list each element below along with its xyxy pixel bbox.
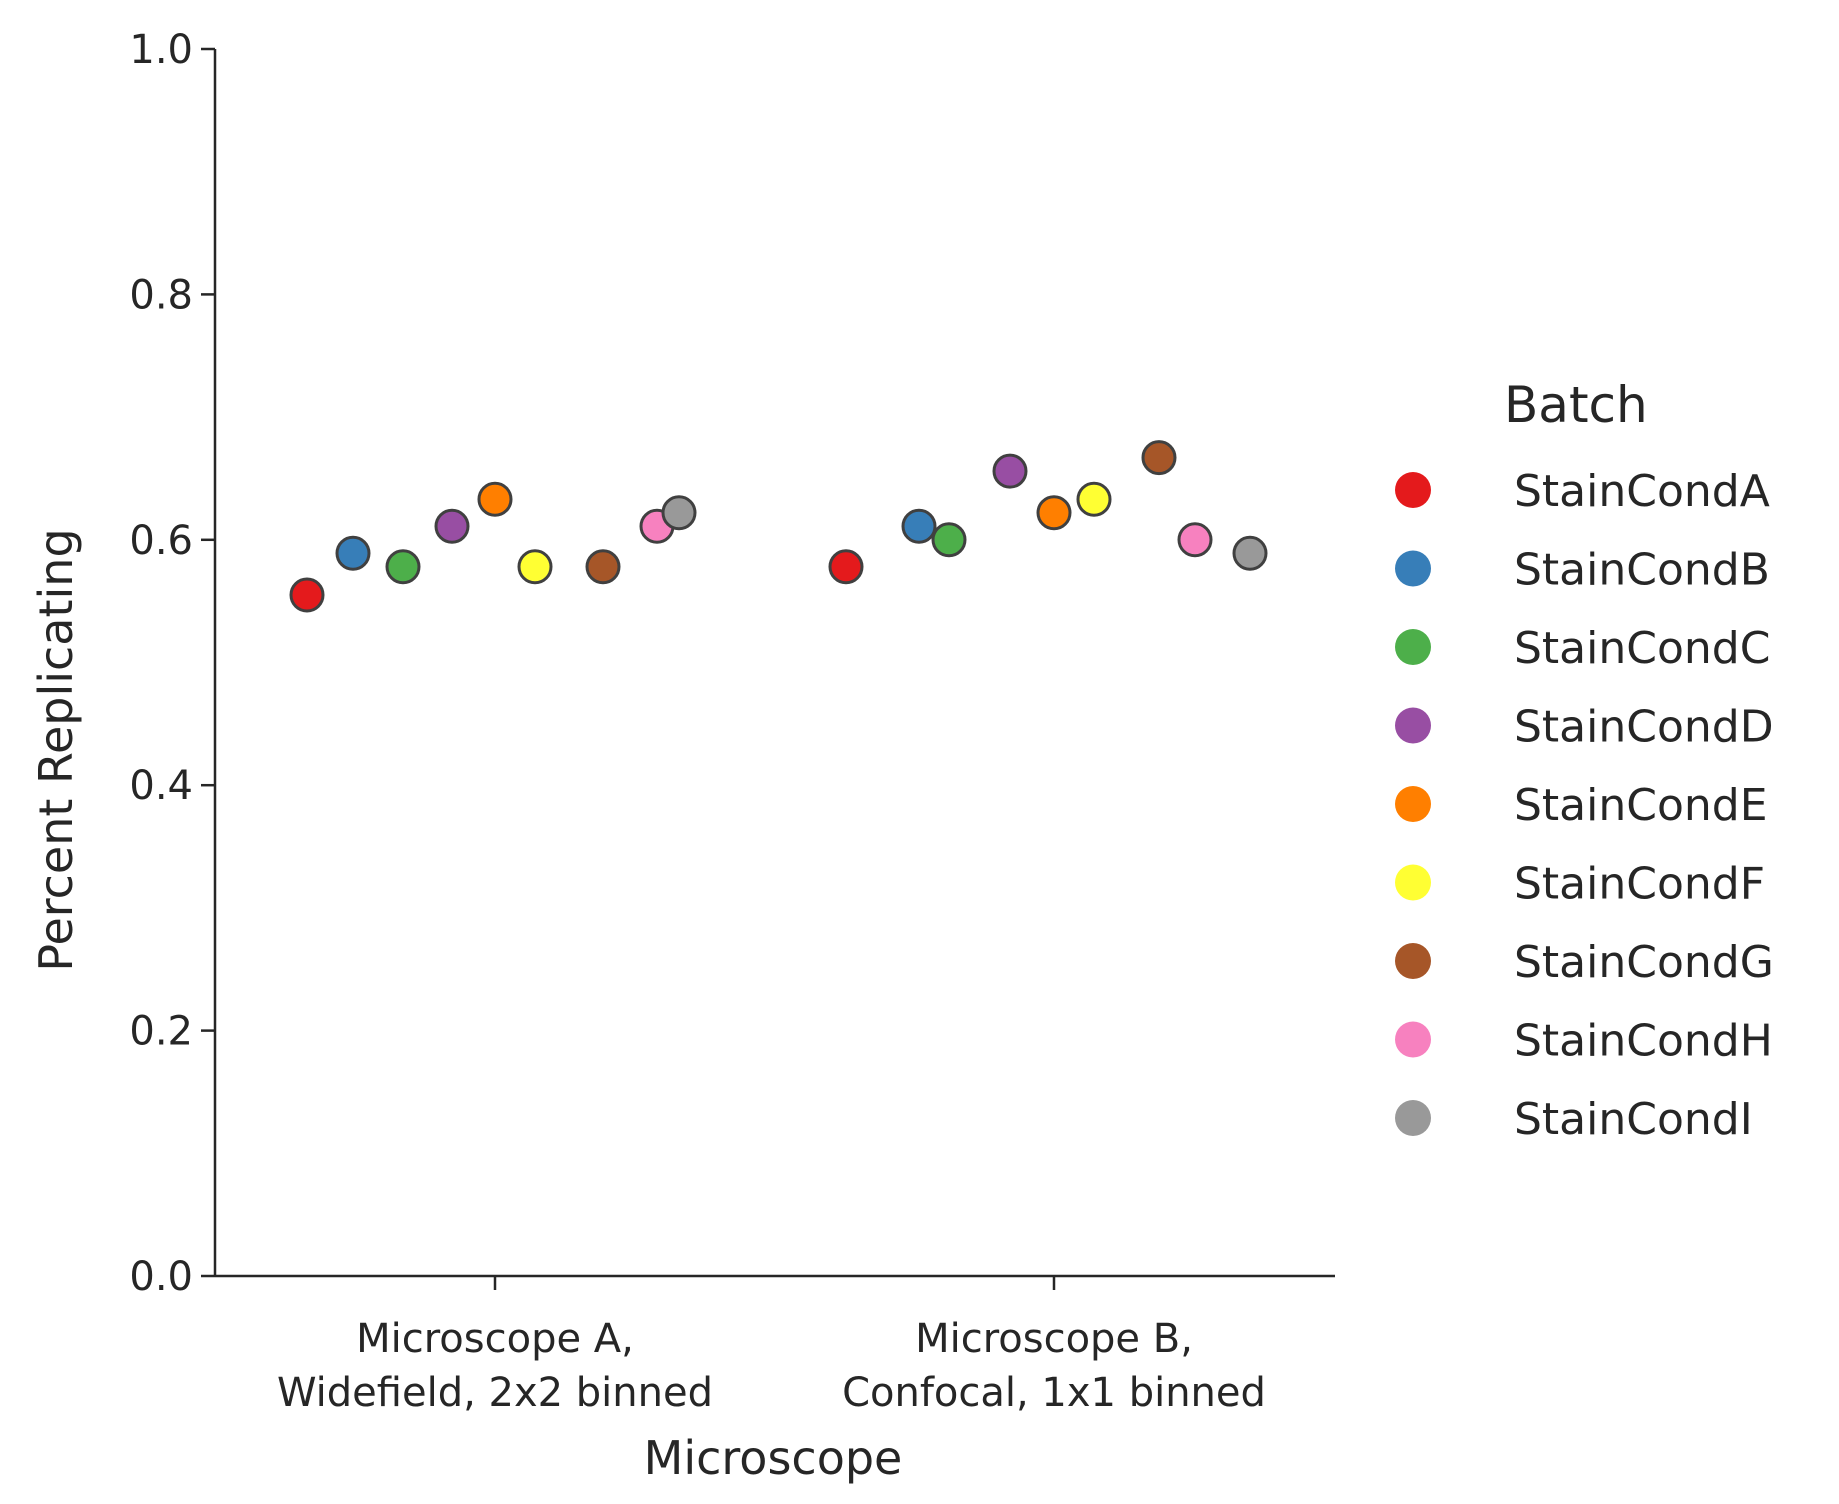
- data-point-staincondd: [434, 508, 470, 544]
- data-point-staincondb: [901, 508, 937, 544]
- legend-label: StainCondI: [1514, 1094, 1753, 1145]
- legend-label: StainCondG: [1514, 937, 1774, 988]
- legend-title: Batch: [1504, 376, 1648, 434]
- data-point-staincondi: [1232, 535, 1268, 571]
- legend-label: StainCondH: [1514, 1016, 1773, 1067]
- data-point-staincondf: [1076, 481, 1112, 517]
- x-axis: Microscope A, Widefield, 2x2 binned Micros…: [215, 1274, 1335, 1416]
- y-tick-label: 0.6: [129, 518, 193, 564]
- legend-marker: [1395, 550, 1431, 587]
- y-tick-label: 0.2: [129, 1009, 193, 1055]
- y-axis-label: Percent Replicating: [29, 528, 83, 971]
- y-tick-label: 0.0: [129, 1254, 193, 1300]
- legend-label: StainCondD: [1514, 702, 1774, 753]
- y-tick-label: 0.4: [129, 763, 193, 809]
- data-point-staincondi: [661, 495, 697, 531]
- y-tick-label: 0.8: [129, 272, 193, 318]
- data-point-staincondc: [385, 549, 421, 585]
- y-axis: 0.0 0.2 0.4 0.6 0.8 1.0: [129, 27, 217, 1300]
- legend-marker: [1395, 786, 1431, 822]
- x-tick-label-line1: Microscope B,: [915, 1316, 1193, 1362]
- legend-marker: [1395, 472, 1431, 508]
- data-point-staincondb: [335, 535, 371, 571]
- legend-marker: [1395, 707, 1431, 744]
- data-point-staincondg: [1141, 440, 1177, 476]
- data-point-staincondc: [931, 522, 967, 558]
- legend-marker: [1395, 1100, 1431, 1136]
- data-point-stainconda: [289, 577, 325, 613]
- x-tick-label-line2: Confocal, 1x1 binned: [842, 1370, 1266, 1416]
- data-point-stainconde: [477, 481, 513, 517]
- x-axis-label: Microscope: [644, 1431, 903, 1485]
- legend-label: StainCondE: [1514, 780, 1768, 831]
- legend-marker: [1395, 1021, 1431, 1058]
- legend-label: StainCondC: [1514, 623, 1770, 674]
- x-tick-label-line1: Microscope A,: [356, 1316, 634, 1362]
- x-tick-label-line2: Widefield, 2x2 binned: [277, 1370, 713, 1416]
- legend: Batch StainCondA StainCondB StainCondC Stai…: [1395, 376, 1774, 1145]
- data-point-staincondf: [517, 549, 553, 585]
- legend-marker: [1395, 943, 1431, 979]
- data-point-stainconde: [1036, 495, 1072, 531]
- data-point-stainconda: [828, 549, 864, 585]
- y-tick-label: 1.0: [129, 27, 193, 73]
- legend-label: StainCondB: [1514, 545, 1770, 596]
- data-point-staincondd: [992, 453, 1028, 489]
- data-points: [289, 440, 1268, 613]
- legend-label: StainCondF: [1514, 859, 1765, 910]
- data-point-staincondh: [1177, 522, 1213, 558]
- legend-label: StainCondA: [1514, 466, 1770, 517]
- legend-marker: [1395, 864, 1431, 901]
- legend-marker: [1395, 629, 1431, 665]
- data-point-staincondg: [585, 549, 621, 585]
